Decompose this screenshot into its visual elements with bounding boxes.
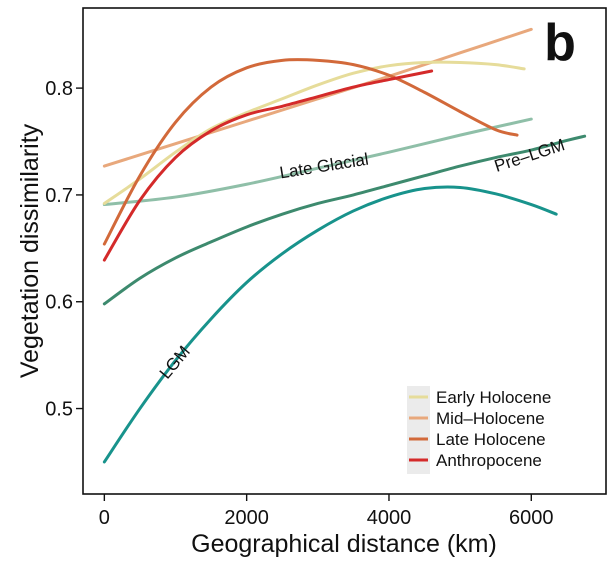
series-lines (102, 27, 587, 464)
plot-frame (82, 7, 607, 495)
series-line-late-glacial (102, 117, 533, 207)
x-tick-label: 6000 (509, 507, 554, 529)
x-tick-label: 4000 (367, 507, 412, 529)
series-line-lgm (102, 185, 558, 464)
x-axis-title: Geographical distance (km) (191, 530, 497, 558)
y-axis-title: Vegetation dissimilarity (16, 123, 44, 378)
line-annotation: Pre–LGM (492, 135, 567, 176)
legend-label: Early Holocene (436, 388, 551, 407)
panel-label: b (544, 14, 576, 72)
series-line-early-holocene (102, 60, 526, 205)
series-line-anthropocene (102, 69, 434, 262)
x-axis: 0 2000 4000 6000 (99, 494, 554, 529)
legend-key-background (407, 386, 430, 474)
series-line-pre-lgm (102, 134, 587, 306)
legend-label: Anthropocene (436, 451, 542, 470)
y-tick-label: 0.6 (45, 292, 73, 314)
line-annotation: Late Glacial (278, 150, 370, 183)
legend-label: Mid–Holocene (436, 409, 545, 428)
y-tick-label: 0.8 (45, 78, 73, 100)
y-tick-label: 0.7 (45, 185, 73, 207)
y-tick-label: 0.5 (45, 399, 73, 421)
series-line-late-holocene (102, 58, 519, 246)
x-tick-label: 2000 (224, 507, 269, 529)
series-line-mid-holocene (102, 27, 533, 168)
x-tick-label: 0 (99, 507, 110, 529)
y-axis: 0.5 0.6 0.7 0.8 (45, 78, 83, 421)
legend-label: Late Holocene (436, 430, 546, 449)
legend: Early Holocene Mid–Holocene Late Holocene A… (407, 386, 551, 474)
